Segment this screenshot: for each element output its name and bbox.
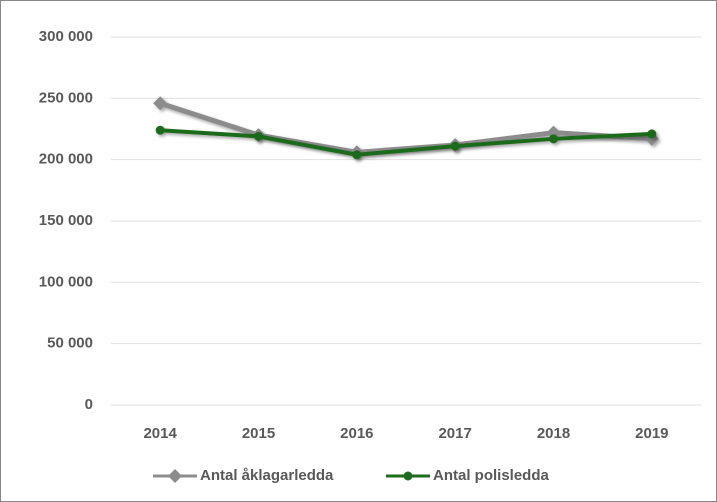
data-point <box>549 134 558 144</box>
x-tick-label: 2016 <box>340 425 373 442</box>
legend-label: Antal polisledda <box>433 467 550 484</box>
data-point <box>153 96 168 111</box>
y-tick-label: 50 000 <box>47 335 93 352</box>
x-tick-label: 2014 <box>143 425 177 442</box>
legend-label: Antal åklagarledda <box>200 467 334 484</box>
x-tick-label: 2019 <box>635 425 668 442</box>
x-tick-label: 2015 <box>242 425 275 442</box>
data-point <box>155 125 165 135</box>
y-tick-label: 200 000 <box>39 151 93 168</box>
data-point <box>450 141 460 151</box>
series-line <box>160 128 652 157</box>
legend-marker <box>403 471 413 481</box>
legend-marker <box>168 469 182 483</box>
data-point <box>352 150 362 160</box>
data-point <box>254 131 263 141</box>
x-tick-label: 2017 <box>438 425 471 442</box>
y-tick-label: 0 <box>85 396 93 413</box>
y-tick-label: 250 000 <box>39 89 93 106</box>
series <box>155 125 657 160</box>
y-tick-label: 150 000 <box>39 212 93 229</box>
y-tick-label: 100 000 <box>39 273 93 290</box>
y-tick-label: 300 000 <box>39 28 93 45</box>
data-point <box>647 129 657 139</box>
x-tick-label: 2018 <box>537 425 570 442</box>
